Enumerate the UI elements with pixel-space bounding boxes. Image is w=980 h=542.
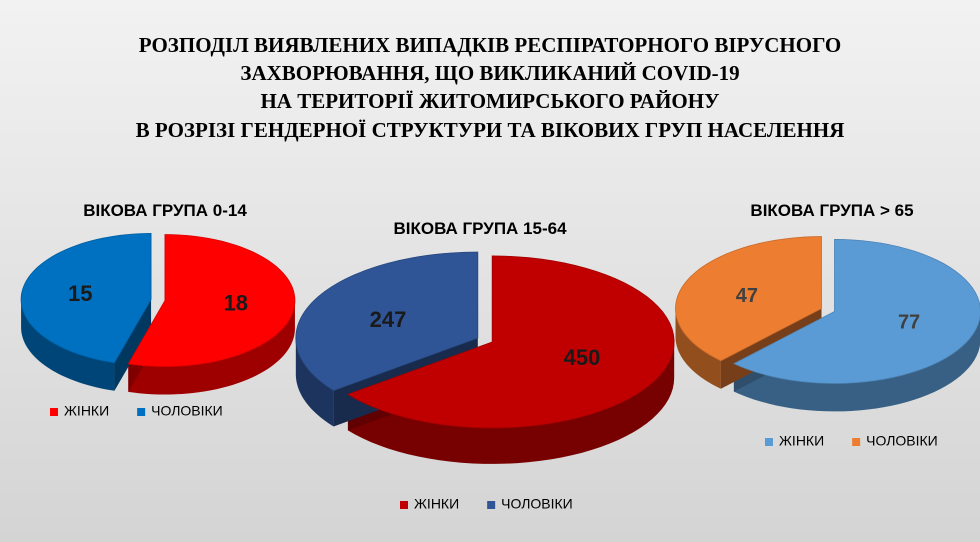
legend-label: ЧОЛОВІКИ xyxy=(866,433,938,449)
slice xyxy=(20,233,152,364)
slice xyxy=(346,255,675,429)
legend-marker xyxy=(50,408,58,416)
legend-marker xyxy=(400,501,408,509)
slice-side xyxy=(295,338,334,427)
legend-label: ЧОЛОВІКИ xyxy=(501,496,573,512)
data-label: 18 xyxy=(223,291,247,316)
pie-title: ВІКОВА ГРУПА > 65 xyxy=(750,201,913,220)
data-label: 450 xyxy=(564,345,601,370)
legend-marker xyxy=(137,408,146,416)
data-label: 77 xyxy=(898,312,920,334)
slice-side xyxy=(733,317,980,412)
title-line: В РОЗРІЗІ ГЕНДЕРНОЇ СТРУКТУРИ ТА ВІКОВИХ… xyxy=(136,118,845,142)
slice xyxy=(295,251,479,391)
slice-side xyxy=(128,300,295,395)
legend-label: ЖІНКИ xyxy=(414,496,459,512)
legend-label: ЧОЛОВІКИ xyxy=(151,403,223,419)
slice-side xyxy=(347,341,675,464)
slice xyxy=(732,239,980,384)
title-line: ЗАХВОРЮВАННЯ, ЩО ВИКЛИКАНИЙ COVID-19 xyxy=(240,61,739,85)
legend-marker xyxy=(765,438,773,446)
slice-side xyxy=(21,299,115,391)
pie-title: ВІКОВА ГРУПА 0-14 xyxy=(83,201,247,220)
legend-marker xyxy=(487,501,496,509)
pie-title: ВІКОВА ГРУПА 15-64 xyxy=(393,219,567,238)
legend-marker xyxy=(852,438,861,446)
legend-label: ЖІНКИ xyxy=(779,433,824,449)
title-line: РОЗПОДІЛ ВИЯВЛЕНИХ ВИПАДКІВ РЕСПІРАТОРНО… xyxy=(139,33,842,57)
legend-label: ЖІНКИ xyxy=(64,403,109,419)
slice-side xyxy=(675,308,721,389)
data-label: 15 xyxy=(68,281,92,306)
title-line: НА ТЕРИТОРІЇ ЖИТОМИРСЬКОГО РАЙОНУ xyxy=(260,89,719,113)
slice xyxy=(127,234,296,367)
slice-side xyxy=(114,299,152,391)
slice xyxy=(675,236,822,362)
data-label: 47 xyxy=(736,285,758,307)
data-label: 247 xyxy=(370,307,407,332)
